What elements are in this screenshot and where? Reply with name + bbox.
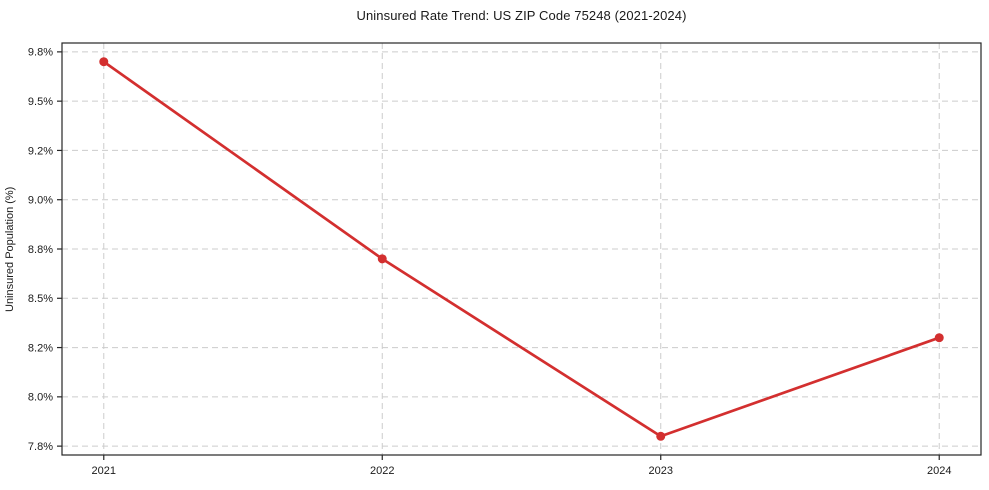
y-tick-label: 9.0% — [28, 195, 53, 207]
y-tick-label: 8.8% — [28, 244, 53, 256]
x-tick-label: 2023 — [649, 465, 673, 477]
chart-title: Uninsured Rate Trend: US ZIP Code 75248 … — [356, 8, 687, 23]
data-point — [99, 57, 109, 67]
trend-line — [102, 60, 941, 438]
y-tick-label: 9.2% — [28, 145, 53, 157]
data-point — [656, 431, 666, 441]
data-point — [377, 254, 387, 264]
y-tick-label: 8.2% — [28, 342, 53, 354]
y-tick-label: 8.0% — [28, 392, 53, 404]
x-tick-label: 2021 — [92, 465, 116, 477]
y-tick-label: 7.8% — [28, 441, 53, 453]
x-tick-label: 2022 — [370, 465, 394, 477]
x-tick-label: 2024 — [927, 465, 951, 477]
y-tick-label: 9.5% — [28, 96, 53, 108]
y-tick-label: 9.8% — [28, 47, 53, 59]
y-tick-label: 8.5% — [28, 293, 53, 305]
data-point — [934, 333, 944, 343]
